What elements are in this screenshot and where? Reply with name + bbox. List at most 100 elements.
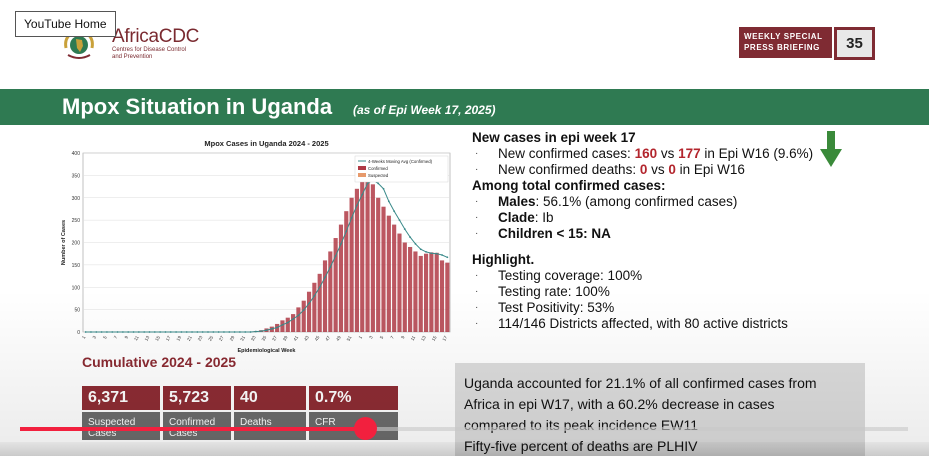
moving-average-point [409,236,412,239]
moving-average-point [249,331,252,333]
confirmed-bar [306,291,312,332]
confirmed-cases-value: 5,723 [163,386,231,410]
moving-average-point [414,242,417,245]
moving-average-point [313,294,316,297]
moving-average-point [90,331,92,333]
x-tick-label: 11 [410,335,417,342]
confirmed-bar [360,179,365,332]
vs-text: vs [647,162,669,177]
moving-average-point [164,331,167,333]
moving-average-point [382,187,385,190]
moving-average-point [387,200,390,203]
org-subtitle-line: and Prevention [112,54,153,60]
bullet: · [475,196,479,207]
page-title: Mpox Situation in Uganda [62,94,333,119]
x-tick-label: 45 [314,335,321,342]
moving-average-point [324,276,326,279]
confirmed-bar [429,252,434,332]
moving-average-point [345,230,348,233]
legend-label: Suspected [368,173,389,178]
moving-average-point [121,331,124,333]
summary-line: Uganda accounted for 21.1% of all confir… [464,375,817,391]
suspected-cases-value: 6,371 [82,386,160,410]
moving-average-point [106,331,108,333]
moving-average-point [148,331,151,333]
new-deaths-current: 0 [639,162,648,177]
confirmed-bar [413,251,418,332]
x-tick-label: 37 [271,335,278,342]
y-tick-label: 200 [72,241,81,247]
y-tick-label: 300 [72,196,81,202]
legend-box [354,155,449,183]
moving-average-point [239,331,241,333]
confirmed-bar [397,233,402,332]
highlight-text: Testing rate: 100% [498,284,610,299]
x-tick-label: 35 [261,335,268,342]
x-tick-label: 7 [113,335,119,340]
moving-average-point [228,331,231,333]
x-tick-label: 19 [175,335,182,342]
moving-average-point [302,309,305,311]
x-tick-label: 23 [197,335,204,342]
x-tick-label: 7 [389,335,395,340]
moving-average-point [286,321,289,324]
y-tick-label: 100 [72,285,81,291]
slide-number: 35 [834,27,875,60]
bullet: · [475,212,479,223]
moving-average-point [100,331,103,333]
summary-line: Africa in epi W17, with a 60.2% decrease… [464,396,775,412]
moving-average-point [201,331,204,333]
moving-average-point [393,210,396,213]
highlight-text: 114/146 Districts affected, with 80 acti… [498,316,788,331]
moving-average-point [244,331,247,333]
confirmed-bar [418,255,423,332]
suspected-cases-label: Suspected Cases [82,412,160,440]
x-tick-label: 27 [218,335,225,342]
x-tick-label: 17 [165,335,172,342]
org-name: AfricaCDC [112,26,200,47]
x-tick-label: 25 [207,335,214,342]
x-tick-label: 17 [441,335,448,342]
confirmed-bar [381,206,386,332]
x-tick-label: 31 [239,335,246,342]
new-confirmed-label: New confirmed cases: [498,146,635,161]
moving-average-point [217,331,220,333]
africa-cdc-emblem-icon [64,31,94,59]
video-controls-bar[interactable] [0,442,929,456]
video-progress-track[interactable] [20,427,908,431]
moving-average-point [116,331,119,333]
males-label: Males [498,194,536,209]
confirmed-bar [312,282,317,332]
males-value: : 56.1% (among confirmed cases) [535,194,738,209]
x-tick-label: 3 [92,335,98,340]
x-tick-label: 33 [250,335,257,342]
children-text: Children < 15: NA [498,226,611,241]
moving-average-point [435,252,438,255]
highlight-text: Test Positivity: 53% [498,300,615,315]
confirmed-bar [392,224,397,332]
video-scrubber-handle[interactable] [354,417,378,440]
new-cases-heading: New cases in epi week 17 [472,130,636,145]
moving-average-point [292,318,294,320]
clade-row: · Clade: Ib [472,210,872,226]
x-tick-label: 13 [144,335,151,342]
confirmed-bar [434,252,439,332]
moving-average-point [281,323,284,326]
x-tick-label: 5 [379,335,385,340]
moving-average-point [425,250,427,253]
org-subtitle-line: Centres for Disease Control [112,47,187,53]
confirmed-bar [354,188,359,332]
youtube-home-button[interactable]: YouTube Home [15,11,116,37]
info-panel: New cases in epi week 17 · New confirmed… [472,130,872,332]
summary-line: compared to its peak incidence EW11 [464,417,698,433]
chart-title: Mpox Cases in Uganda 2024 - 2025 [204,139,328,148]
new-deaths-suffix: in Epi W16 [675,162,745,177]
confirmed-bar [285,317,290,332]
confirmed-bar [445,262,450,332]
briefing-label-line: WEEKLY SPECIAL [744,32,823,41]
moving-average-point [95,331,98,333]
bullet: · [475,164,479,175]
x-tick-label: 51 [346,335,353,342]
moving-average-point [276,326,279,329]
children-row: · Children < 15: NA [472,226,872,242]
